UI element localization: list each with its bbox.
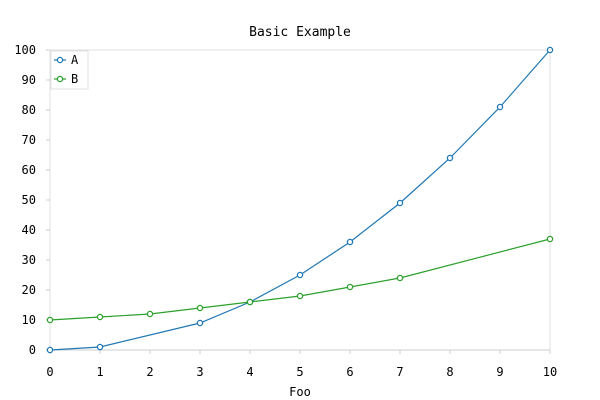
y-tick-label: 50 — [22, 193, 36, 207]
y-tick-label: 10 — [22, 313, 36, 327]
y-tick-label: 90 — [22, 73, 36, 87]
data-point — [46, 316, 54, 324]
data-point — [296, 271, 304, 279]
x-axis-ticks: 0 1 2 3 4 5 6 7 8 9 10 — [46, 350, 557, 379]
data-point — [546, 46, 554, 54]
x-tick-label: 2 — [146, 365, 153, 379]
data-point — [196, 319, 204, 327]
y-tick-label: 80 — [22, 103, 36, 117]
series-layer — [46, 46, 554, 354]
y-tick-label: 70 — [22, 133, 36, 147]
data-point — [546, 235, 554, 243]
legend-box — [50, 50, 89, 90]
data-point — [146, 310, 154, 318]
chart-title: Basic Example — [249, 25, 351, 40]
data-point — [396, 274, 404, 282]
y-axis-ticks: 0 10 20 30 40 50 60 70 80 90 100 — [14, 43, 50, 357]
x-tick-label: 4 — [246, 365, 253, 379]
y-tick-label: 40 — [22, 223, 36, 237]
legend-swatch-marker — [56, 75, 64, 83]
data-point — [496, 103, 504, 111]
data-point — [196, 304, 204, 312]
y-tick-label: 20 — [22, 283, 36, 297]
data-point — [446, 154, 454, 162]
y-tick-label: 60 — [22, 163, 36, 177]
legend-label: A — [71, 53, 79, 67]
data-point — [46, 346, 54, 354]
x-tick-label: 8 — [446, 365, 453, 379]
data-point — [396, 199, 404, 207]
series-line — [49, 238, 551, 321]
x-tick-label: 5 — [296, 365, 303, 379]
y-tick-label: 100 — [14, 43, 36, 57]
x-tick-label: 9 — [496, 365, 503, 379]
plot-frame — [49, 49, 551, 351]
legend-label: B — [71, 72, 78, 86]
x-tick-label: 1 — [96, 365, 103, 379]
x-tick-label: 0 — [46, 365, 53, 379]
data-point — [96, 343, 104, 351]
data-point — [346, 238, 354, 246]
data-point — [96, 313, 104, 321]
data-point — [346, 283, 354, 291]
legend: AB — [50, 50, 89, 90]
legend-item-b: B — [54, 72, 78, 86]
data-point — [296, 292, 304, 300]
series-line — [49, 49, 551, 351]
x-tick-label: 6 — [346, 365, 353, 379]
legend-swatch-marker — [56, 56, 64, 64]
data-point — [246, 298, 254, 306]
y-tick-label: 0 — [29, 343, 36, 357]
x-axis-label: Foo — [289, 385, 311, 399]
x-tick-label: 10 — [543, 365, 557, 379]
x-tick-label: 3 — [196, 365, 203, 379]
series-b — [46, 235, 554, 324]
x-tick-label: 7 — [396, 365, 403, 379]
legend-item-a: A — [54, 53, 79, 67]
series-a — [46, 46, 554, 354]
y-tick-label: 30 — [22, 253, 36, 267]
